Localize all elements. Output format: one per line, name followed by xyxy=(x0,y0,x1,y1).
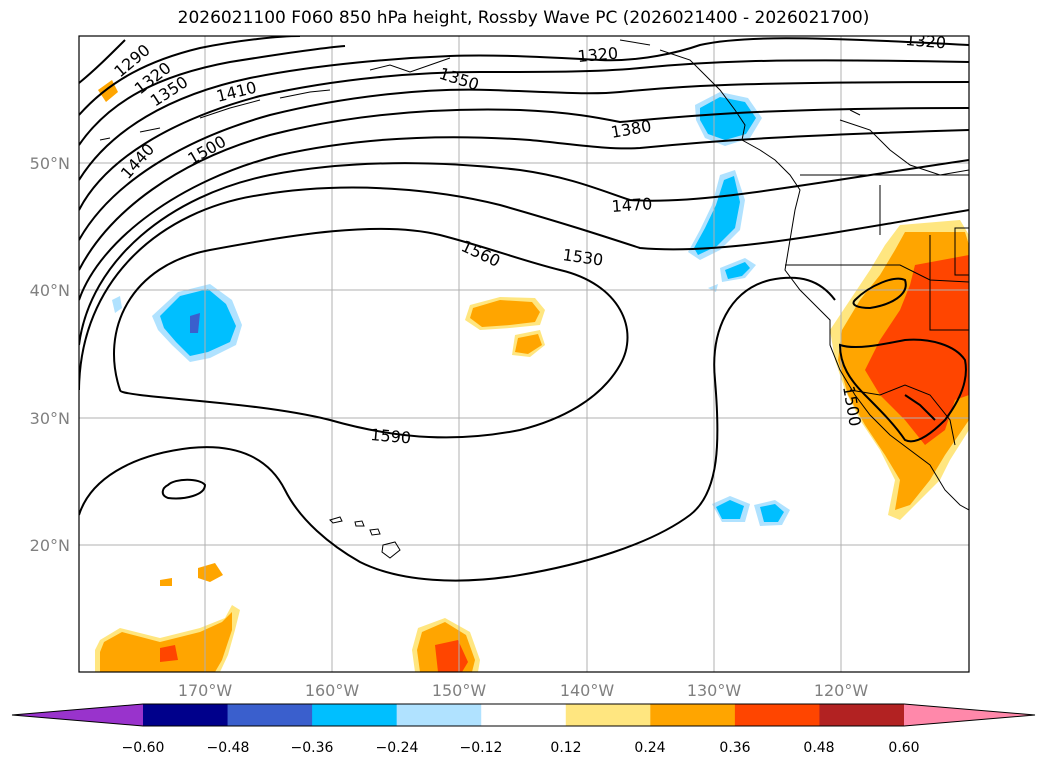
contour-label: 1320 xyxy=(577,44,619,66)
colorbar-extend-high xyxy=(904,704,1035,726)
lat-label: 30°N xyxy=(30,409,70,428)
colorbar-tick-label: −0.12 xyxy=(460,740,503,756)
plot-frame xyxy=(78,35,970,673)
colorbar-tick-label: 0.36 xyxy=(719,740,750,756)
colorbar-tick-label: 0.60 xyxy=(888,740,919,756)
lat-label: 20°N xyxy=(30,536,70,555)
colorbar-tick-label: 0.48 xyxy=(803,740,834,756)
height-contours xyxy=(79,36,969,582)
colorbar-tick-labels: −0.60 −0.48 −0.36 −0.24 −0.12 0.12 0.24 … xyxy=(122,740,920,756)
lat-label: 50°N xyxy=(30,154,70,173)
colorbar-outline xyxy=(11,703,1036,727)
colorbar-segment xyxy=(312,704,398,726)
colorbar-tick-label: 0.24 xyxy=(634,740,665,756)
colorbar-tick-label: −0.24 xyxy=(376,740,419,756)
lon-label: 120°W xyxy=(814,681,869,700)
colorbar-segment xyxy=(227,704,313,726)
lon-label: 140°W xyxy=(560,681,615,700)
colorbar-segment xyxy=(819,704,905,726)
colorbar-segment xyxy=(481,704,567,726)
contour-label: 1590 xyxy=(370,425,412,447)
lon-label: 160°W xyxy=(305,681,360,700)
lon-label: 130°W xyxy=(687,681,742,700)
colorbar-tick-label: 0.12 xyxy=(550,740,581,756)
colorbar-tick-label: −0.48 xyxy=(207,740,250,756)
colorbar-segment xyxy=(565,704,651,726)
positive-anomaly-shading xyxy=(95,80,969,672)
lat-label: 40°N xyxy=(30,281,70,300)
contour-label: 1320 xyxy=(905,30,947,52)
colorbar-segment xyxy=(650,704,736,726)
colorbar-extend-low xyxy=(12,704,143,726)
lon-label: 150°W xyxy=(432,681,487,700)
colorbar-segment xyxy=(396,704,482,726)
colorbar xyxy=(11,703,1036,727)
colorbar-segment xyxy=(734,704,820,726)
longitude-labels: 170°W 160°W 150°W 140°W 130°W 120°W xyxy=(178,681,869,700)
colorbar-tick-label: −0.60 xyxy=(122,740,165,756)
contour-label: 1470 xyxy=(611,194,653,216)
map-title: 2026021100 F060 850 hPa height, Rossby W… xyxy=(177,8,870,28)
colorbar-segment xyxy=(143,704,229,726)
latitude-labels: 50°N 40°N 30°N 20°N xyxy=(30,154,70,555)
colorbar-tick-label: −0.36 xyxy=(291,740,334,756)
lon-label: 170°W xyxy=(178,681,233,700)
coastlines xyxy=(99,39,969,559)
